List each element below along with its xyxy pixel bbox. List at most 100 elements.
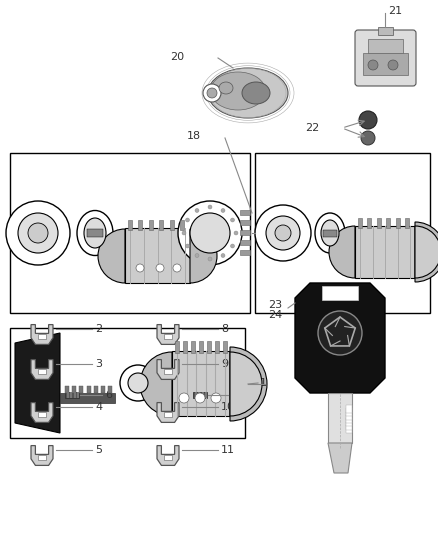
Text: 1: 1: [260, 378, 267, 388]
Bar: [405, 218, 409, 228]
Bar: [65, 392, 79, 398]
Circle shape: [128, 373, 148, 393]
Bar: [199, 341, 203, 353]
Circle shape: [179, 393, 189, 403]
Bar: [87, 229, 103, 237]
Bar: [79, 386, 83, 393]
Bar: [240, 220, 250, 225]
Bar: [198, 392, 200, 398]
Bar: [346, 418, 352, 426]
Bar: [328, 393, 352, 443]
Circle shape: [208, 205, 212, 209]
Bar: [240, 250, 250, 255]
Bar: [323, 230, 337, 237]
Circle shape: [368, 60, 378, 70]
Bar: [72, 386, 76, 393]
Bar: [207, 341, 211, 353]
Text: 3: 3: [95, 359, 102, 369]
Bar: [346, 408, 352, 416]
Polygon shape: [295, 283, 385, 393]
Circle shape: [221, 208, 225, 213]
Text: 23: 23: [268, 300, 282, 310]
Bar: [71, 392, 72, 398]
Bar: [60, 393, 115, 403]
Polygon shape: [157, 360, 179, 379]
Bar: [10, 328, 245, 438]
Bar: [396, 218, 399, 228]
Bar: [346, 425, 352, 433]
Bar: [180, 220, 184, 230]
Ellipse shape: [208, 68, 288, 118]
Ellipse shape: [219, 82, 233, 94]
Bar: [346, 405, 352, 413]
Text: 11: 11: [221, 445, 235, 455]
Bar: [223, 341, 227, 353]
Text: 21: 21: [388, 6, 402, 16]
Circle shape: [266, 216, 300, 250]
Bar: [10, 153, 250, 313]
Bar: [377, 218, 381, 228]
Text: 4: 4: [95, 402, 102, 412]
Bar: [38, 412, 46, 417]
Polygon shape: [31, 325, 53, 344]
Text: 8: 8: [221, 324, 228, 334]
Bar: [108, 386, 112, 393]
Polygon shape: [157, 402, 179, 422]
Circle shape: [195, 254, 199, 257]
Ellipse shape: [242, 82, 270, 104]
Bar: [164, 455, 172, 460]
Bar: [240, 210, 250, 215]
Wedge shape: [230, 352, 262, 416]
FancyBboxPatch shape: [355, 30, 416, 86]
Bar: [183, 341, 187, 353]
Wedge shape: [190, 229, 217, 283]
Polygon shape: [31, 402, 53, 422]
Bar: [170, 220, 173, 230]
Bar: [363, 53, 408, 75]
Bar: [215, 341, 219, 353]
Bar: [158, 390, 168, 397]
Circle shape: [221, 254, 225, 257]
Circle shape: [388, 60, 398, 70]
Circle shape: [208, 257, 212, 261]
Bar: [94, 386, 98, 393]
Bar: [355, 226, 415, 278]
Ellipse shape: [84, 218, 106, 248]
Ellipse shape: [315, 213, 345, 253]
Ellipse shape: [211, 72, 265, 110]
Bar: [378, 27, 393, 35]
Bar: [74, 392, 76, 398]
Bar: [101, 386, 105, 393]
Circle shape: [234, 231, 238, 235]
Circle shape: [275, 225, 291, 241]
Bar: [86, 386, 91, 393]
Bar: [38, 369, 46, 374]
Polygon shape: [328, 443, 352, 473]
Wedge shape: [415, 226, 438, 278]
Bar: [164, 369, 172, 374]
Circle shape: [359, 111, 377, 129]
Text: 2: 2: [95, 324, 102, 334]
Circle shape: [361, 131, 375, 145]
Circle shape: [318, 311, 362, 355]
Wedge shape: [329, 226, 355, 278]
Bar: [175, 341, 179, 353]
Circle shape: [195, 208, 199, 213]
Wedge shape: [415, 222, 438, 282]
Bar: [346, 411, 352, 419]
Bar: [128, 220, 132, 230]
Circle shape: [185, 244, 190, 248]
Ellipse shape: [321, 220, 339, 246]
Circle shape: [178, 201, 242, 265]
Bar: [195, 392, 197, 398]
Circle shape: [136, 264, 144, 272]
Circle shape: [207, 88, 217, 98]
Circle shape: [173, 264, 181, 272]
Bar: [368, 39, 403, 53]
Circle shape: [182, 231, 186, 235]
Bar: [322, 286, 358, 300]
Polygon shape: [31, 360, 53, 379]
Circle shape: [6, 201, 70, 265]
Bar: [65, 386, 69, 393]
Bar: [125, 228, 190, 283]
